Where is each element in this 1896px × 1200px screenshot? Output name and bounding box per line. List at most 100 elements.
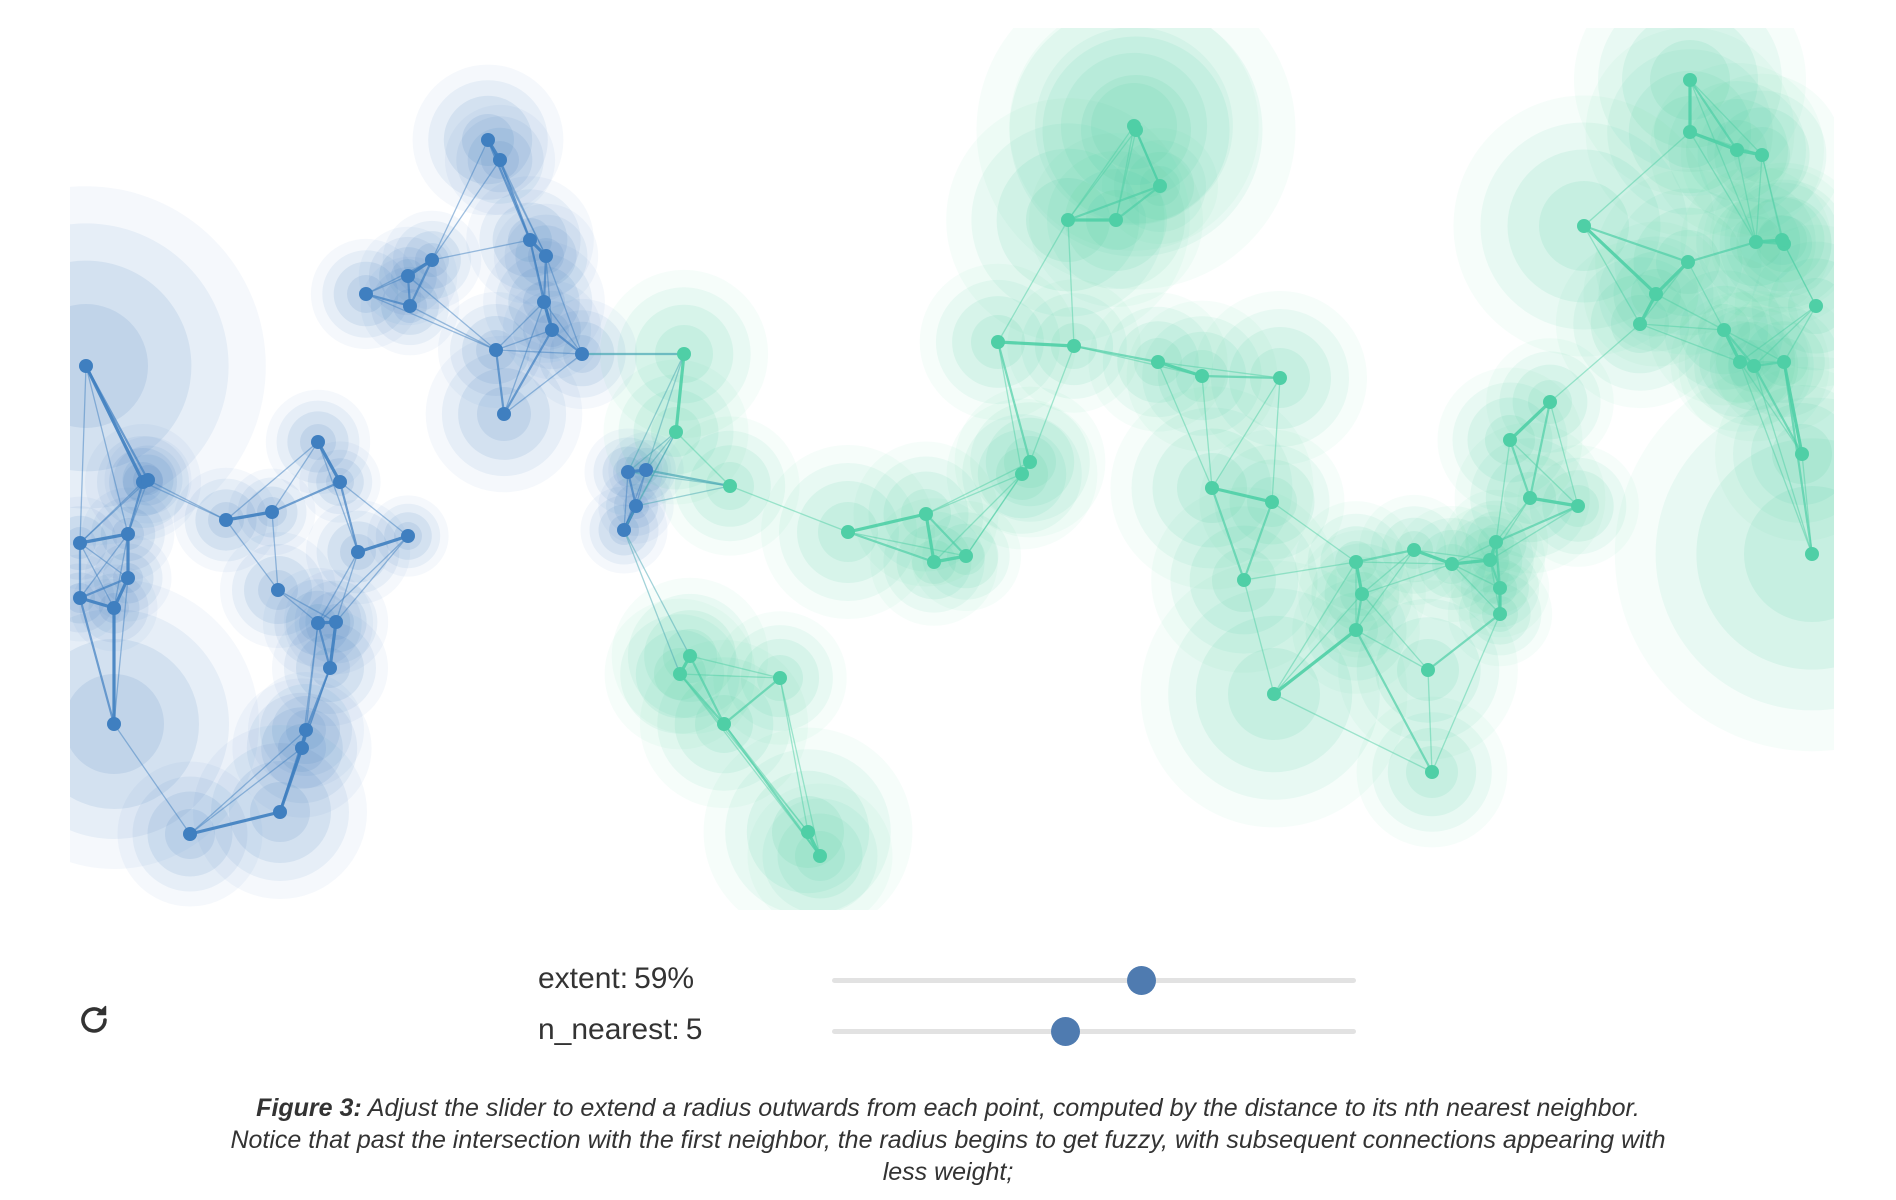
radius-halo <box>1751 403 1834 505</box>
neighbor-edge <box>997 219 1069 343</box>
data-point <box>1543 395 1557 409</box>
radius-halo <box>70 554 124 642</box>
radius-halo <box>1734 224 1834 388</box>
radius-halo <box>70 609 229 839</box>
data-point <box>717 717 731 731</box>
neighbor-edge <box>1783 305 1817 363</box>
neighbor-edge <box>1200 374 1282 380</box>
neighbor-edge <box>409 305 497 351</box>
fuzzy-radius-graph <box>70 28 1834 910</box>
data-point <box>617 523 631 537</box>
data-point <box>813 849 827 863</box>
neighbor-edge <box>225 441 319 521</box>
neighbor-edge <box>1114 184 1162 222</box>
neighbor-edge <box>627 353 685 473</box>
neighbor-edge <box>1361 563 1453 595</box>
extent-slider[interactable] <box>832 962 1356 998</box>
neighbor-edge <box>494 348 506 416</box>
n-nearest-label-text: n_nearest: <box>538 1013 680 1046</box>
data-point <box>141 473 155 487</box>
neighbor-edge <box>78 596 116 726</box>
data-point <box>1267 687 1281 701</box>
neighbor-edge <box>1755 154 1763 243</box>
neighbor-edge <box>1761 154 1785 245</box>
neighbor-edge <box>317 441 359 553</box>
neighbor-edge <box>1489 497 1531 561</box>
reload-icon <box>81 1005 107 1033</box>
neighbor-edge <box>679 673 781 679</box>
neighbor-edge <box>1067 129 1137 221</box>
neighbor-edge <box>1361 549 1415 595</box>
extent-label: extent: 59% <box>538 962 694 996</box>
data-point <box>311 616 325 630</box>
data-point <box>919 507 933 521</box>
extent-slider-track[interactable] <box>832 978 1356 983</box>
neighbor-edge <box>722 676 782 726</box>
data-point <box>629 499 643 513</box>
extent-slider-thumb[interactable] <box>1127 966 1157 995</box>
data-point <box>1273 371 1287 385</box>
data-point <box>271 583 285 597</box>
neighbor-edge <box>925 473 1023 515</box>
data-point <box>1205 481 1219 495</box>
radius-halo <box>70 572 106 624</box>
neighbor-edge <box>338 480 360 554</box>
neighbor-edge <box>499 159 547 257</box>
n-nearest-slider-thumb[interactable] <box>1050 1017 1080 1046</box>
data-point <box>107 717 121 731</box>
data-point <box>1483 553 1497 567</box>
neighbor-edge <box>79 533 129 599</box>
neighbor-edge <box>78 532 130 545</box>
neighbor-edge <box>1722 328 1756 368</box>
neighbor-edge <box>846 530 936 564</box>
neighbor-edge <box>1494 504 1580 544</box>
data-point <box>545 323 559 337</box>
radius-halo <box>1702 162 1834 326</box>
data-point <box>1523 491 1537 505</box>
data-point <box>1809 299 1823 313</box>
neighbor-edge <box>924 512 936 564</box>
data-point <box>1237 573 1251 587</box>
data-point <box>673 667 687 681</box>
data-point <box>1717 323 1731 337</box>
neighbor-edge <box>79 479 149 544</box>
neighbor-edge <box>1157 361 1281 379</box>
data-point <box>1775 233 1789 247</box>
neighbor-edge <box>925 461 1031 515</box>
neighbor-edge <box>1736 149 1757 243</box>
data-point <box>991 335 1005 349</box>
n-nearest-slider-track[interactable] <box>832 1029 1356 1034</box>
neighbor-edge <box>85 365 129 535</box>
data-point <box>683 649 697 663</box>
neighbor-edge <box>1639 323 1741 363</box>
neighbor-edge <box>996 340 1032 464</box>
neighbor-edge <box>1273 593 1363 695</box>
neighbor-edge <box>317 535 409 624</box>
neighbor-edge <box>1753 305 1817 367</box>
neighbor-edge <box>407 275 497 351</box>
neighbor-edge <box>1549 323 1641 403</box>
neighbor-edge <box>1739 361 1803 455</box>
neighbor-edge <box>1639 261 1689 325</box>
neighbor-edge <box>1528 400 1552 500</box>
neighbor-edge <box>545 255 553 331</box>
neighbor-edge <box>1451 541 1497 565</box>
neighbor-edge <box>1549 401 1579 507</box>
data-point <box>107 601 121 615</box>
neighbor-edge <box>271 511 279 591</box>
data-point <box>523 233 537 247</box>
data-point <box>1489 535 1503 549</box>
graph-canvas <box>70 28 1834 910</box>
data-point <box>639 463 653 477</box>
neighbor-edge <box>1272 628 1358 696</box>
neighbor-edge <box>924 512 968 558</box>
reload-button[interactable] <box>74 1000 114 1040</box>
radius-halo <box>1744 486 1834 622</box>
neighbor-edge <box>1157 361 1213 489</box>
neighbor-edge <box>1354 548 1416 564</box>
neighbor-edge <box>365 293 497 351</box>
neighbor-edge <box>1639 323 1725 331</box>
n-nearest-slider[interactable] <box>832 1013 1356 1049</box>
radius-halo <box>70 223 229 509</box>
data-point <box>1023 455 1037 469</box>
